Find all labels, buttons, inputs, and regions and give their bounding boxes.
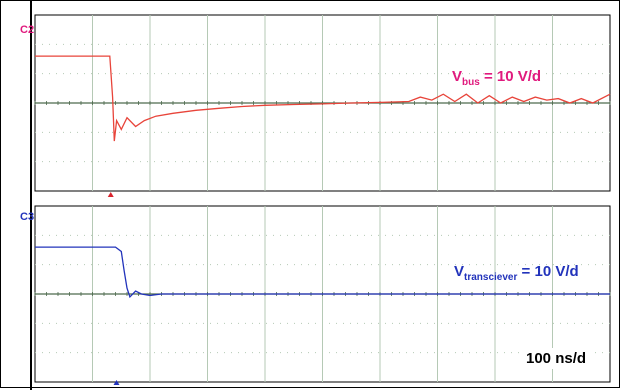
channel-label-c3: C3 <box>20 211 34 223</box>
trigger-marker-c2 <box>107 192 114 197</box>
scale-annotation-c3: Vtransciever = 10 V/d <box>454 263 579 283</box>
trigger-marker-c3 <box>113 380 120 385</box>
channel-label-c2: C2 <box>20 24 34 36</box>
waveform-c2 <box>35 55 611 142</box>
waveform-c3 <box>35 246 610 299</box>
scale-annotation-c2: Vbus = 10 V/d <box>452 68 541 88</box>
timebase-label: 100 ns/d <box>522 348 591 369</box>
